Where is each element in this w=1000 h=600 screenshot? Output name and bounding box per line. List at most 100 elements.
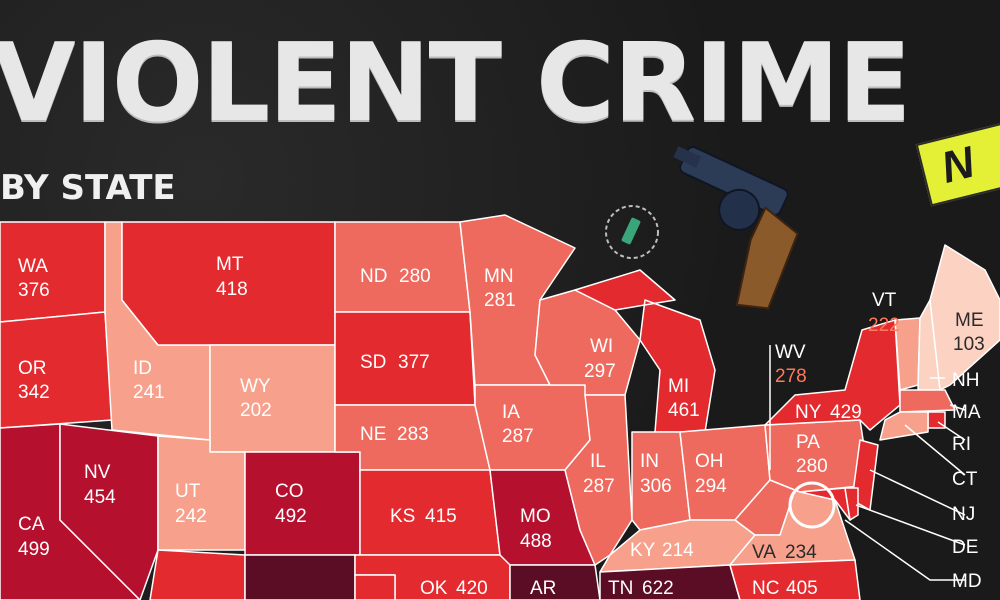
label-ct-abbr: CT: [952, 469, 978, 490]
label-wi-abbr: WI: [590, 336, 613, 357]
label-md-abbr: MD: [952, 571, 982, 592]
state-co[interactable]: [244, 451, 361, 556]
state-ma[interactable]: [899, 389, 956, 413]
page-title: VIOLENT CRIME: [0, 21, 912, 146]
label-ok-abbr: OK: [420, 578, 448, 599]
label-va-abbr: VA: [752, 542, 776, 563]
label-me-abbr: ME: [955, 310, 984, 331]
state-tn[interactable]: [599, 564, 741, 600]
label-in-abbr: IN: [640, 451, 659, 472]
state-me[interactable]: [929, 244, 1000, 391]
state-ct[interactable]: [879, 411, 929, 441]
label-vt-value: 222: [868, 315, 900, 336]
callout-circle-md-de: [788, 481, 836, 529]
label-tn-abbr: TN: [608, 578, 633, 599]
label-wv-value: 278: [775, 366, 807, 387]
label-wv-abbr: WV: [775, 342, 806, 363]
label-nh-abbr: NH: [952, 370, 979, 391]
label-wa-value: 376: [18, 280, 50, 301]
label-ny-value: 429: [830, 402, 862, 423]
state-nc[interactable]: [729, 559, 861, 600]
state-nm[interactable]: [244, 554, 356, 600]
label-sd-abbr: SD: [360, 352, 386, 373]
label-nd-value: 280: [399, 266, 431, 287]
label-mi-abbr: MI: [668, 376, 689, 397]
label-ia-value: 287: [502, 426, 534, 447]
label-mi-value: 461: [668, 400, 700, 421]
state-ar[interactable]: [509, 564, 601, 600]
label-ny-abbr: NY: [795, 402, 822, 423]
label-mo-value: 488: [520, 531, 552, 552]
label-ca-value: 499: [18, 539, 50, 560]
state-tx[interactable]: [354, 574, 396, 600]
label-ma-abbr: MA: [952, 402, 981, 423]
label-ar-abbr: AR: [530, 578, 556, 599]
label-or-abbr: OR: [18, 358, 47, 379]
label-or-value: 342: [18, 382, 50, 403]
callout-line-ct: [904, 424, 966, 476]
page-subtitle: BY STATE: [0, 168, 176, 208]
label-ks-abbr: KS: [390, 506, 415, 527]
label-ok-value: 420: [456, 578, 488, 599]
label-mn-value: 281: [484, 290, 516, 311]
state-or[interactable]: [0, 311, 113, 429]
state-wa[interactable]: [0, 221, 106, 323]
label-pa-abbr: PA: [796, 432, 820, 453]
label-il-value: 287: [583, 476, 615, 497]
state-nv[interactable]: [59, 423, 159, 600]
label-wa-abbr: WA: [18, 256, 48, 277]
label-mn-abbr: MN: [484, 266, 514, 287]
label-ia-abbr: IA: [502, 402, 520, 423]
label-wi-value: 297: [584, 361, 616, 382]
label-nj-abbr: NJ: [952, 504, 975, 525]
state-ut[interactable]: [157, 435, 246, 551]
label-va-value: 234: [785, 542, 817, 563]
callout-lines: [769, 345, 966, 581]
callout-line-de: [855, 504, 966, 546]
label-me-value: 103: [953, 334, 985, 355]
label-nv-abbr: NV: [84, 462, 111, 483]
label-oh-value: 294: [695, 476, 727, 497]
label-ut-value: 242: [175, 506, 207, 527]
callout-line-md: [844, 519, 965, 581]
label-mt-abbr: MT: [216, 254, 244, 275]
state-wy[interactable]: [209, 344, 336, 453]
label-id-abbr: ID: [133, 358, 152, 379]
label-nc-abbr: NC: [752, 578, 779, 599]
callout-line-ri: [937, 421, 966, 441]
state-de[interactable]: [844, 487, 859, 521]
label-co-abbr: CO: [275, 481, 304, 502]
label-co-value: 492: [275, 506, 307, 527]
label-ne-abbr: NE: [360, 424, 386, 445]
state-il[interactable]: [564, 394, 633, 566]
bullet-casing-icon: [605, 205, 659, 259]
label-ca-abbr: CA: [18, 514, 45, 535]
state-az[interactable]: [149, 549, 246, 600]
callout-line-ma: [949, 404, 966, 411]
label-ne-value: 283: [397, 424, 429, 445]
label-ky-value: 214: [662, 540, 694, 561]
label-ks-value: 415: [425, 506, 457, 527]
label-sd-value: 377: [398, 352, 430, 373]
label-in-value: 306: [640, 476, 672, 497]
label-de-abbr: DE: [952, 537, 978, 558]
label-ri-abbr: RI: [952, 434, 971, 455]
label-tn-value: 622: [642, 578, 674, 599]
revolver-icon: [673, 145, 799, 310]
label-ky-abbr: KY: [630, 540, 656, 561]
label-mt-value: 418: [216, 279, 248, 300]
label-vt-abbr: VT: [872, 290, 897, 311]
label-nc-value: 405: [786, 578, 818, 599]
label-mo-abbr: MO: [520, 506, 551, 527]
label-wy-abbr: WY: [240, 376, 271, 397]
label-il-abbr: IL: [590, 451, 606, 472]
label-pa-value: 280: [796, 456, 828, 477]
label-wy-value: 202: [240, 400, 272, 421]
label-oh-abbr: OH: [695, 451, 724, 472]
label-nd-abbr: ND: [360, 266, 387, 287]
callout-line-nj: [869, 469, 966, 516]
label-id-value: 241: [133, 382, 165, 403]
label-ut-abbr: UT: [175, 481, 201, 502]
label-nv-value: 454: [84, 487, 116, 508]
